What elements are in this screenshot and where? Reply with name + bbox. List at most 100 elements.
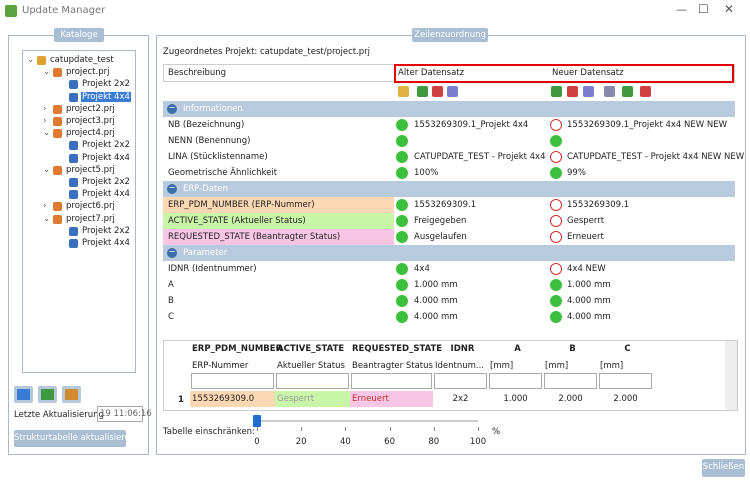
table-cell: Gesperrt <box>275 391 350 407</box>
tree-icon <box>53 104 62 114</box>
expander[interactable]: › <box>43 201 47 212</box>
action-icon[interactable] <box>398 86 409 97</box>
tool-button[interactable] <box>14 386 33 403</box>
action-icon[interactable] <box>551 86 562 97</box>
project-label: Zugeordnetes Projekt: catupdate_test/pro… <box>163 47 371 57</box>
tree-label[interactable]: project4.prj <box>66 128 115 139</box>
action-icon[interactable] <box>432 86 443 97</box>
new-value: Gesperrt <box>567 216 605 226</box>
filter-input[interactable] <box>489 373 542 389</box>
slider-tick-label: 0 <box>254 437 260 447</box>
action-icon[interactable] <box>583 86 594 97</box>
minimize[interactable]: — <box>676 3 687 16</box>
tool-button[interactable] <box>62 386 81 403</box>
filter-input[interactable] <box>351 373 432 389</box>
action-icon[interactable] <box>604 86 615 97</box>
status-icon <box>396 151 408 163</box>
tree-label[interactable]: catupdate_test <box>50 55 114 65</box>
column-name: IDNR <box>450 344 475 354</box>
status-icon <box>550 199 562 211</box>
column-sub: [mm] <box>490 361 514 371</box>
new-value: 4x4 NEW <box>567 264 606 274</box>
section-title: Informationen <box>183 104 243 114</box>
expander[interactable]: › <box>43 103 47 114</box>
column-sub: Identnum... <box>435 361 485 371</box>
tree-label[interactable]: project5.prj <box>66 164 115 175</box>
close-button[interactable]: Schließen <box>702 459 745 477</box>
new-value: CATUPDATE_TEST - Projekt 4x4 NEW NEW <box>567 152 745 162</box>
collapse-icon[interactable]: − <box>167 183 177 194</box>
tree-label[interactable]: Projekt 4x4 <box>82 238 130 248</box>
table-cell: 2.000 <box>598 391 653 407</box>
tree-label[interactable]: Projekt 2x2 <box>82 177 130 187</box>
tree-label[interactable]: project3.prj <box>66 116 115 126</box>
old-value: 4x4 <box>414 264 430 274</box>
tree-label[interactable]: Projekt 4x4 <box>81 91 131 102</box>
tree-label[interactable]: project.prj <box>66 67 110 78</box>
tree-label[interactable]: project6.prj <box>66 201 115 212</box>
column-header: Beschreibung <box>168 68 227 78</box>
tree-label[interactable]: project7.prj <box>66 213 115 224</box>
tree-icon <box>53 129 62 139</box>
slider-unit: % <box>492 427 501 437</box>
action-icon[interactable] <box>567 86 578 97</box>
action-icon[interactable] <box>447 86 458 97</box>
tool-button[interactable] <box>38 386 57 403</box>
maximize[interactable]: ☐ <box>698 2 709 16</box>
slider-label: Tabelle einschränken: <box>163 427 255 437</box>
table-cell: Erneuert <box>350 391 433 407</box>
action-icon[interactable] <box>622 86 633 97</box>
expander[interactable]: › <box>43 116 47 126</box>
action-icon[interactable] <box>640 86 651 97</box>
tree-icon <box>53 214 62 224</box>
expander[interactable]: ⌄ <box>43 128 51 139</box>
column-header: Alter Datensatz <box>398 68 465 78</box>
section-title: Parameter <box>183 248 228 258</box>
filter-input[interactable] <box>599 373 652 389</box>
last-update-label: Letzte Aktualisierung <box>14 410 104 420</box>
new-value: 1553269309.1_Projekt 4x4 NEW NEW <box>567 120 727 130</box>
status-icon <box>396 167 408 179</box>
status-icon <box>550 231 562 243</box>
tree-label[interactable]: Projekt 4x4 <box>82 152 130 163</box>
tree-label[interactable]: Projekt 2x2 <box>82 225 130 236</box>
expander[interactable]: ⌄ <box>43 213 51 224</box>
slider-tick <box>433 427 435 431</box>
column-name: B <box>569 344 576 354</box>
tree-icon <box>53 202 62 212</box>
tree-label[interactable]: project2.prj <box>66 103 115 114</box>
status-icon <box>550 119 562 131</box>
tree-label[interactable]: Projekt 2x2 <box>82 79 130 90</box>
filter-input[interactable] <box>191 373 274 389</box>
expander[interactable]: ⌄ <box>43 67 51 78</box>
slider-tick-label: 80 <box>428 437 440 447</box>
column-sub: [mm] <box>600 361 624 371</box>
action-icon[interactable] <box>417 86 428 97</box>
close[interactable]: ✕ <box>724 2 735 16</box>
row-label: NENN (Benennung) <box>168 136 251 146</box>
collapse-icon[interactable]: − <box>167 247 177 258</box>
tree-icon <box>53 68 62 78</box>
status-icon <box>550 151 562 163</box>
table-cell: 2.000 <box>543 391 598 407</box>
slider-tick <box>345 427 347 431</box>
expander[interactable]: ⌄ <box>27 55 35 65</box>
expander[interactable]: ⌄ <box>43 164 51 175</box>
filter-input[interactable] <box>544 373 597 389</box>
slider-tick <box>257 427 258 431</box>
tree-icon <box>69 239 78 248</box>
new-value: 1.000 mm <box>567 280 611 290</box>
slider-handle[interactable] <box>253 415 261 427</box>
refresh-button[interactable]: Strukturtabelle aktualisieren <box>14 430 135 447</box>
filter-input[interactable] <box>434 373 487 389</box>
tree-label[interactable]: Projekt 4x4 <box>82 189 130 200</box>
column-name: A <box>514 344 521 354</box>
collapse-icon[interactable]: − <box>167 103 177 114</box>
tree-icon <box>69 178 78 187</box>
status-icon <box>396 135 408 147</box>
row-label: IDNR (Identnummer) <box>168 264 257 274</box>
old-value: 1.000 mm <box>414 280 458 290</box>
old-value: Ausgelaufen <box>414 232 467 242</box>
filter-input[interactable] <box>276 373 349 389</box>
tree-label[interactable]: Projekt 2x2 <box>82 140 130 151</box>
